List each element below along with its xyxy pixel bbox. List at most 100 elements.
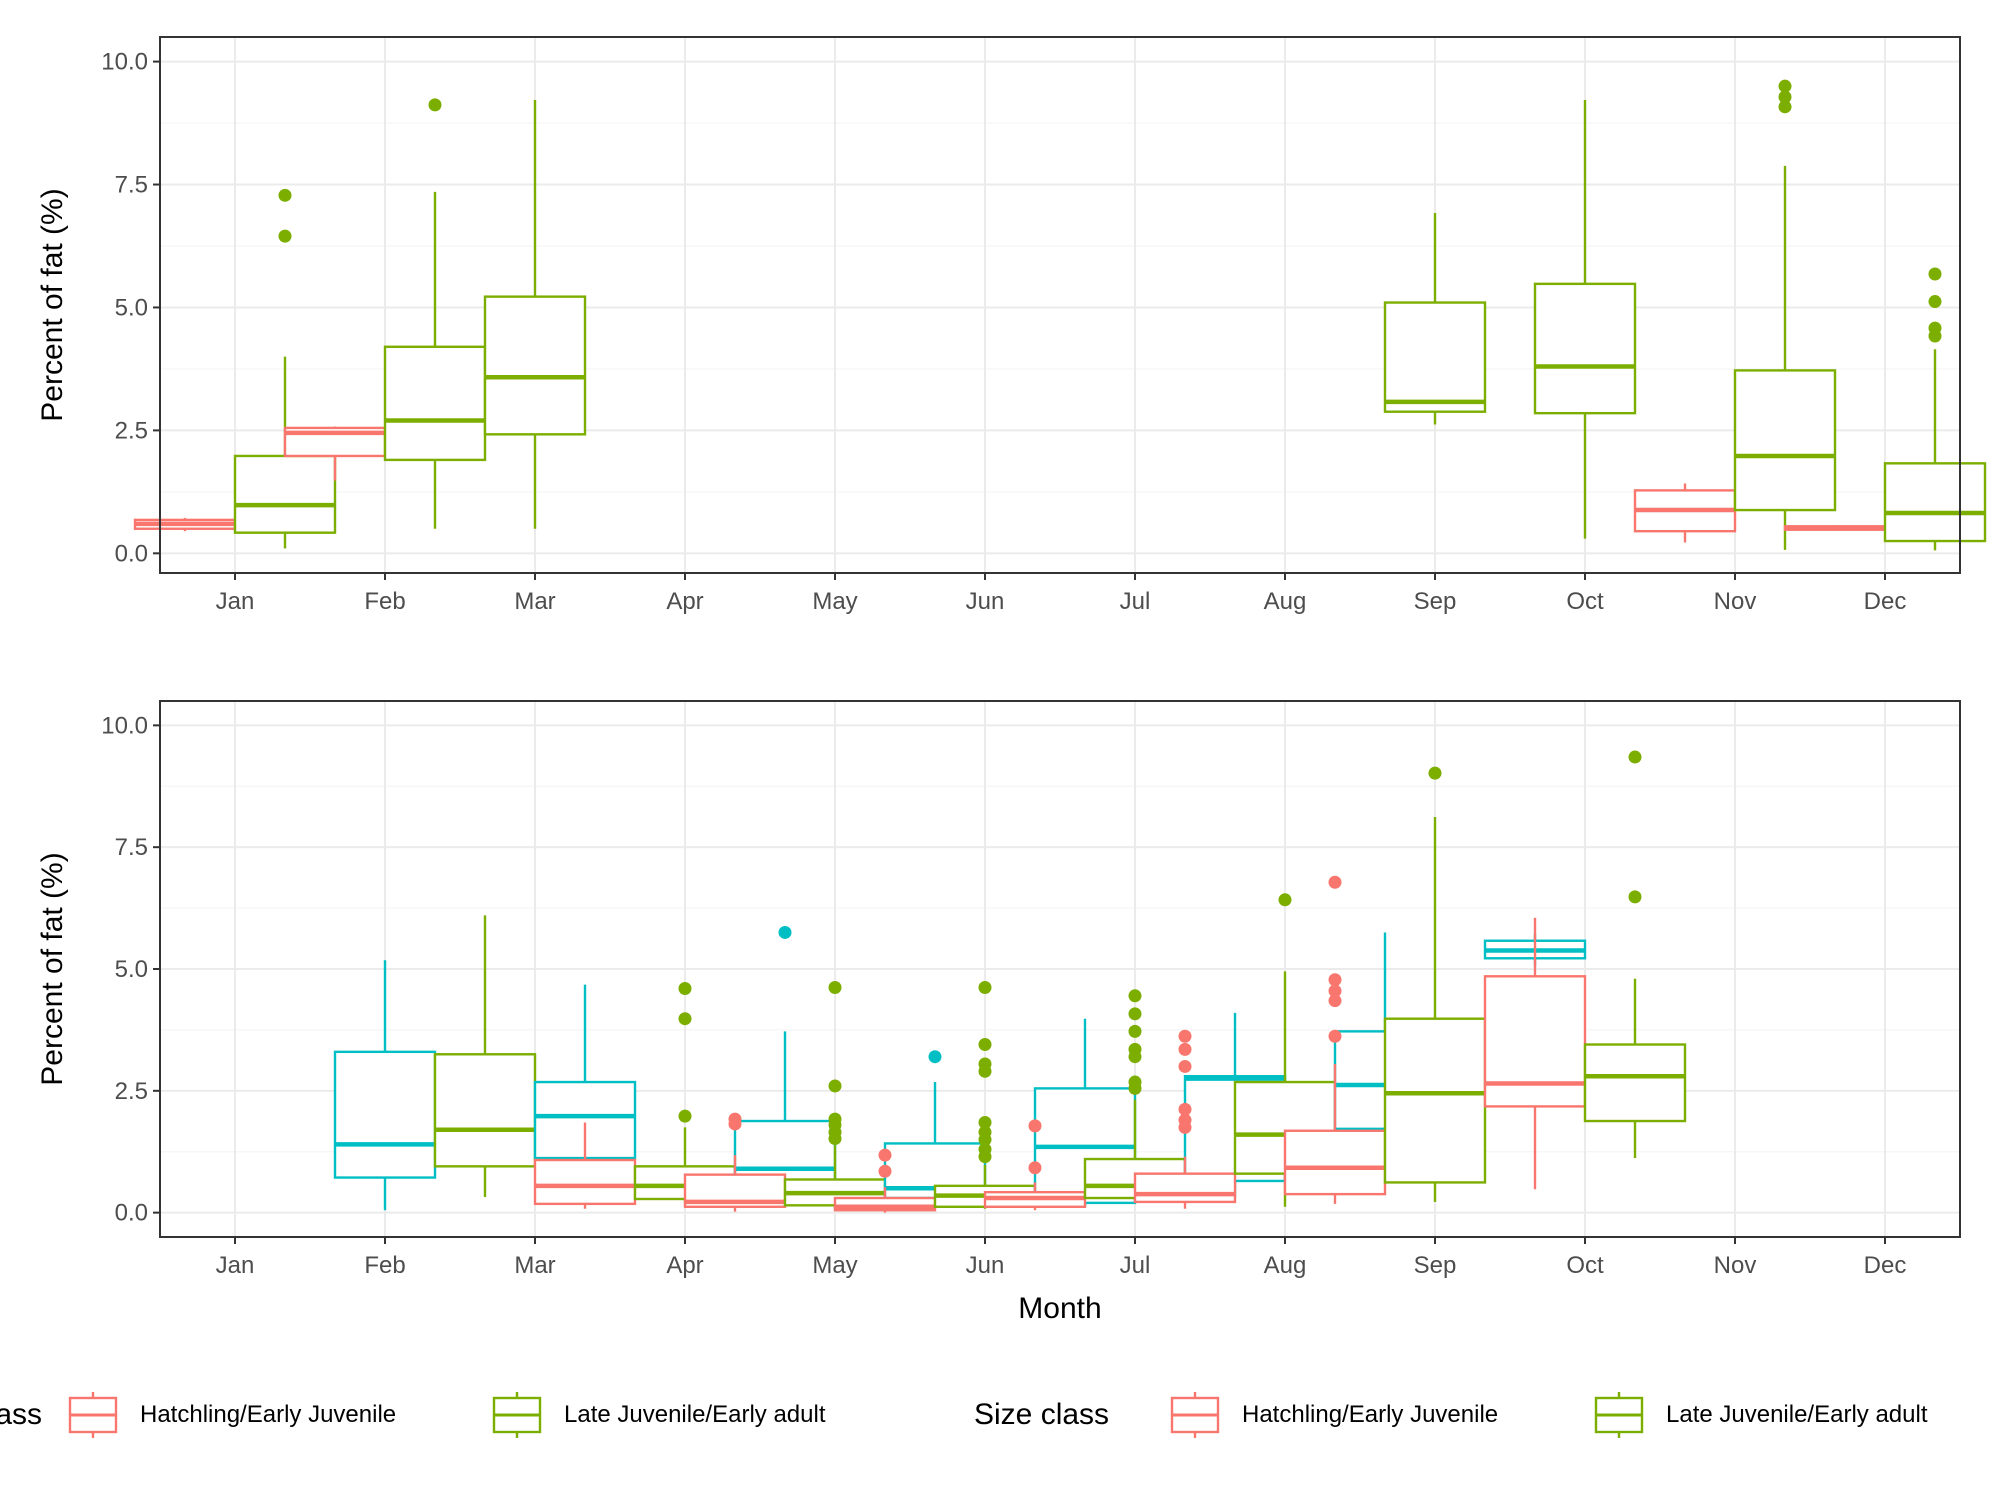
outlier-point bbox=[978, 1125, 992, 1139]
legend-left-label-late-juvenile: Late Juvenile/Early adult bbox=[564, 1401, 826, 1428]
top-box-mar-late-juvenile-early-adult bbox=[483, 99, 587, 529]
outlier-point bbox=[1128, 1042, 1142, 1056]
outlier-point bbox=[1128, 1075, 1142, 1089]
top-y-tick-label: 10.0 bbox=[101, 49, 148, 76]
top-y-tick-label: 2.5 bbox=[115, 417, 148, 444]
box-body bbox=[1283, 1129, 1387, 1196]
outlier-point bbox=[928, 1050, 942, 1064]
outlier-point bbox=[678, 981, 692, 995]
outlier-point bbox=[828, 1112, 842, 1126]
top-x-tick-label-aug: Aug bbox=[1264, 588, 1307, 615]
top-box-nov-hatchling-early-juvenile bbox=[1633, 483, 1737, 543]
outlier-point bbox=[878, 1148, 892, 1162]
outlier-point bbox=[278, 229, 292, 243]
outlier-point bbox=[1778, 100, 1792, 114]
box-body bbox=[533, 1158, 637, 1206]
bottom-box-sep-hatchling-early-juvenile bbox=[1283, 875, 1387, 1204]
box-body bbox=[1383, 301, 1487, 413]
outlier-point bbox=[878, 1164, 892, 1178]
box-body bbox=[1583, 1043, 1687, 1123]
bottom-y-tick-label: 10.0 bbox=[101, 712, 148, 739]
top-panel: 0.0 2.5 5.0 7.5 10.0 Jan Feb Mar Apr May Jun Jul Aug… bbox=[36, 36, 1987, 615]
outlier-point bbox=[828, 1079, 842, 1093]
outlier-point bbox=[1128, 989, 1142, 1003]
outlier-point bbox=[1178, 1113, 1192, 1127]
outlier-point bbox=[1328, 994, 1342, 1008]
outlier-point bbox=[978, 1142, 992, 1156]
top-box-sep-late-juvenile-early-adult bbox=[1383, 213, 1487, 425]
bottom-x-tick-label-may: May bbox=[812, 1252, 857, 1279]
top-box-dec-hatchling-early-juvenile bbox=[1783, 525, 1887, 531]
box-body bbox=[233, 454, 337, 534]
bottom-x-tick-label-jul: Jul bbox=[1120, 1252, 1151, 1279]
bottom-panel: 0.0 2.5 5.0 7.5 10.0 Jan Feb Mar Apr May Jun Jul Aug… bbox=[36, 700, 1961, 1325]
outlier-point bbox=[1778, 90, 1792, 104]
legend-right: Size class Hatchling/Early Juvenile Late… bbox=[974, 1392, 1928, 1438]
outlier-point bbox=[778, 925, 792, 939]
outlier-point bbox=[678, 1109, 692, 1123]
outlier-point bbox=[1178, 1102, 1192, 1116]
outlier-point bbox=[978, 981, 992, 995]
legend-right-key-late-juvenile bbox=[1594, 1392, 1644, 1438]
outlier-point bbox=[1778, 79, 1792, 93]
bottom-y-tick-label: 2.5 bbox=[115, 1078, 148, 1105]
bottom-x-axis-title: Month bbox=[1018, 1292, 1101, 1325]
bottom-box-aug-hatchling-early-juvenile bbox=[1133, 1029, 1237, 1209]
outlier-point bbox=[978, 1057, 992, 1071]
top-box-dec-late-juvenile-early-adult bbox=[1883, 267, 1987, 551]
outlier-point bbox=[1628, 890, 1642, 904]
outlier-point bbox=[1278, 893, 1292, 907]
bottom-x-tick-label-apr: Apr bbox=[666, 1252, 703, 1279]
top-y-axis-title: Percent of fat (%) bbox=[36, 188, 69, 421]
top-x-tick-label-jun: Jun bbox=[966, 588, 1005, 615]
top-x-tick-label-may: May bbox=[812, 588, 857, 615]
top-x-tick-label-oct: Oct bbox=[1566, 588, 1604, 615]
top-box-feb-late-juvenile-early-adult bbox=[383, 98, 487, 529]
bottom-x-tick-label-oct: Oct bbox=[1566, 1252, 1604, 1279]
top-y-tick-label: 0.0 bbox=[115, 540, 148, 567]
top-x-tick-label-nov: Nov bbox=[1714, 588, 1757, 615]
box-body bbox=[483, 295, 587, 436]
top-y-tick-label: 5.0 bbox=[115, 294, 148, 321]
top-x-tick-label-feb: Feb bbox=[364, 588, 405, 615]
legend-left-title: Size class bbox=[0, 1398, 42, 1431]
outlier-point bbox=[1178, 1059, 1192, 1073]
bottom-box-mar-adult bbox=[533, 984, 637, 1169]
bottom-y-tick-label: 7.5 bbox=[115, 834, 148, 861]
top-x-tick-label-jan: Jan bbox=[216, 588, 255, 615]
outlier-point bbox=[428, 98, 442, 112]
outlier-point bbox=[828, 981, 842, 995]
bottom-box-feb-adult bbox=[333, 960, 437, 1211]
outlier-point bbox=[1328, 1029, 1342, 1043]
outlier-point bbox=[278, 188, 292, 202]
outlier-point bbox=[1928, 267, 1942, 281]
top-x-tick-label-mar: Mar bbox=[514, 588, 555, 615]
box-body bbox=[1383, 1017, 1487, 1184]
outlier-point bbox=[1328, 875, 1342, 889]
outlier-point bbox=[1928, 295, 1942, 309]
bottom-x-tick-label-dec: Dec bbox=[1864, 1252, 1907, 1279]
top-box-jan-hatchling-early-juvenile bbox=[133, 517, 237, 532]
bottom-y-axis-title: Percent of fat (%) bbox=[36, 852, 69, 1085]
bottom-x-tick-label-aug: Aug bbox=[1264, 1252, 1307, 1279]
bottom-x-tick-label-jun: Jun bbox=[966, 1252, 1005, 1279]
box-body bbox=[1133, 1172, 1237, 1204]
outlier-point bbox=[978, 1038, 992, 1052]
outlier-point bbox=[728, 1112, 742, 1126]
top-panel-border bbox=[159, 36, 1961, 574]
top-y-tick-label: 7.5 bbox=[115, 172, 148, 199]
box-body bbox=[333, 1050, 437, 1179]
top-panel-background bbox=[160, 37, 1960, 573]
box-body bbox=[1733, 369, 1837, 512]
top-box-nov-late-juvenile-early-adult bbox=[1733, 79, 1837, 550]
outlier-point bbox=[1128, 1007, 1142, 1021]
bottom-box-oct-late-juvenile-early-adult bbox=[1583, 750, 1687, 1159]
bottom-box-oct-hatchling-early-juvenile bbox=[1483, 917, 1587, 1190]
box-body bbox=[1533, 282, 1637, 415]
outlier-point bbox=[1128, 1024, 1142, 1038]
bottom-y-tick-label: 0.0 bbox=[115, 1200, 148, 1227]
legend-right-label-late-juvenile: Late Juvenile/Early adult bbox=[1666, 1401, 1928, 1428]
outlier-point bbox=[1178, 1029, 1192, 1043]
bottom-box-sep-late-juvenile-early-adult bbox=[1383, 766, 1487, 1202]
